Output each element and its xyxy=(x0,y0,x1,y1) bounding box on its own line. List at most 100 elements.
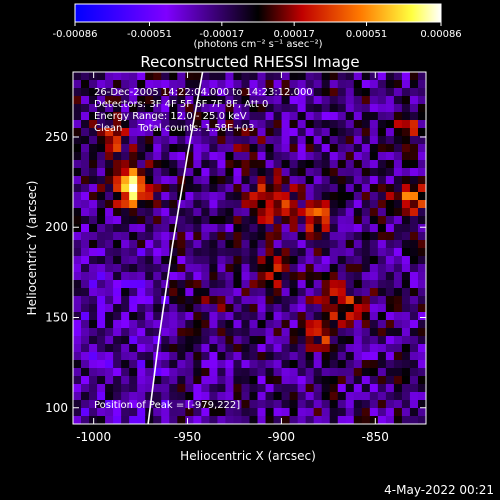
heatmap-cell xyxy=(185,208,194,217)
heatmap-cell xyxy=(209,192,218,201)
heatmap-cell xyxy=(249,200,258,209)
heatmap-cell xyxy=(337,408,347,417)
heatmap-cell xyxy=(137,216,146,225)
heatmap-cell xyxy=(377,144,387,153)
heatmap-cell xyxy=(209,152,218,161)
heatmap-cell xyxy=(329,344,339,353)
heatmap-cell xyxy=(113,408,122,417)
heatmap-cell xyxy=(137,392,146,401)
heatmap-cell xyxy=(353,88,363,97)
heatmap-cell xyxy=(185,296,194,305)
heatmap-cell xyxy=(233,344,242,353)
heatmap-cell xyxy=(161,224,170,233)
heatmap-cell xyxy=(249,232,258,241)
heatmap-cell xyxy=(417,104,426,113)
heatmap-cell xyxy=(369,80,379,89)
heatmap-cell xyxy=(265,280,274,289)
heatmap-cell xyxy=(113,344,122,353)
heatmap-cell xyxy=(193,160,202,169)
heatmap-cell xyxy=(169,304,178,313)
colorbar-tick-label: -0.00086 xyxy=(53,29,98,40)
heatmap-cell xyxy=(185,248,194,257)
heatmap-cell xyxy=(257,240,266,249)
heatmap-cell xyxy=(393,344,403,353)
heatmap-cell xyxy=(409,288,419,297)
heatmap-cell xyxy=(129,408,138,417)
heatmap-cell xyxy=(377,240,387,249)
heatmap-cell xyxy=(249,240,258,249)
heatmap-cell xyxy=(105,104,114,113)
heatmap-cell xyxy=(305,336,315,345)
heatmap-cell xyxy=(217,216,226,225)
heatmap-cell xyxy=(153,200,162,209)
heatmap-cell xyxy=(329,320,339,329)
heatmap-cell xyxy=(161,272,170,281)
heatmap-cell xyxy=(401,280,411,289)
heatmap-cell xyxy=(329,408,339,417)
heatmap-cell xyxy=(393,328,403,337)
heatmap-cell xyxy=(241,136,250,145)
heatmap-cell xyxy=(313,144,323,153)
heatmap-cell xyxy=(177,96,186,105)
heatmap-cell xyxy=(345,312,355,321)
heatmap-cell xyxy=(353,408,363,417)
heatmap-cell xyxy=(289,384,299,393)
heatmap-cell xyxy=(297,400,307,409)
heatmap-cell xyxy=(297,192,307,201)
heatmap-cell xyxy=(81,144,90,153)
heatmap-cell xyxy=(345,168,355,177)
heatmap-cell xyxy=(401,344,411,353)
heatmap-cell xyxy=(97,176,106,185)
heatmap-cell xyxy=(361,344,371,353)
heatmap-cell xyxy=(217,224,226,233)
heatmap-cell xyxy=(249,144,258,153)
heatmap-cell xyxy=(417,264,426,273)
heatmap-cell xyxy=(305,208,315,217)
heatmap-cell xyxy=(121,224,130,233)
heatmap-cell xyxy=(225,408,234,417)
heatmap-cell xyxy=(401,312,411,321)
heatmap-cell xyxy=(177,112,186,121)
heatmap-cell xyxy=(305,184,315,193)
heatmap-cell xyxy=(393,96,403,105)
heatmap-cell xyxy=(113,288,122,297)
heatmap-cell xyxy=(185,216,194,225)
heatmap-cell xyxy=(121,72,130,81)
heatmap-cell xyxy=(249,96,258,105)
heatmap-cell xyxy=(281,280,291,289)
heatmap-cell xyxy=(369,352,379,361)
heatmap-cell xyxy=(273,272,282,281)
heatmap-cell xyxy=(361,360,371,369)
heatmap-cell xyxy=(137,152,146,161)
heatmap-cell xyxy=(233,192,242,201)
heatmap-cell xyxy=(217,336,226,345)
heatmap-cell xyxy=(345,392,355,401)
heatmap-cell xyxy=(145,256,154,265)
heatmap-cell xyxy=(281,328,291,337)
heatmap-cell xyxy=(401,248,411,257)
heatmap-cell xyxy=(177,152,186,161)
heatmap-cell xyxy=(281,80,291,89)
heatmap-cell xyxy=(121,376,130,385)
heatmap-cell xyxy=(281,376,291,385)
heatmap-cell xyxy=(297,112,307,121)
heatmap-cell xyxy=(121,88,130,97)
heatmap-cell xyxy=(401,208,411,217)
heatmap-cell xyxy=(337,200,347,209)
heatmap-cell xyxy=(105,264,114,273)
heatmap-cell xyxy=(337,120,347,129)
heatmap-cell xyxy=(161,216,170,225)
heatmap-cell xyxy=(289,240,299,249)
heatmap-cell xyxy=(193,232,202,241)
heatmap-cell xyxy=(257,392,266,401)
heatmap-cell xyxy=(217,176,226,185)
heatmap-cell xyxy=(161,128,170,137)
heatmap-cell xyxy=(393,144,403,153)
heatmap-cell xyxy=(201,200,210,209)
heatmap-cell xyxy=(409,208,419,217)
heatmap-cell xyxy=(345,296,355,305)
heatmap-cell xyxy=(377,336,387,345)
heatmap-cell xyxy=(393,136,403,145)
heatmap-cell xyxy=(73,112,82,121)
heatmap-cell xyxy=(297,128,307,137)
